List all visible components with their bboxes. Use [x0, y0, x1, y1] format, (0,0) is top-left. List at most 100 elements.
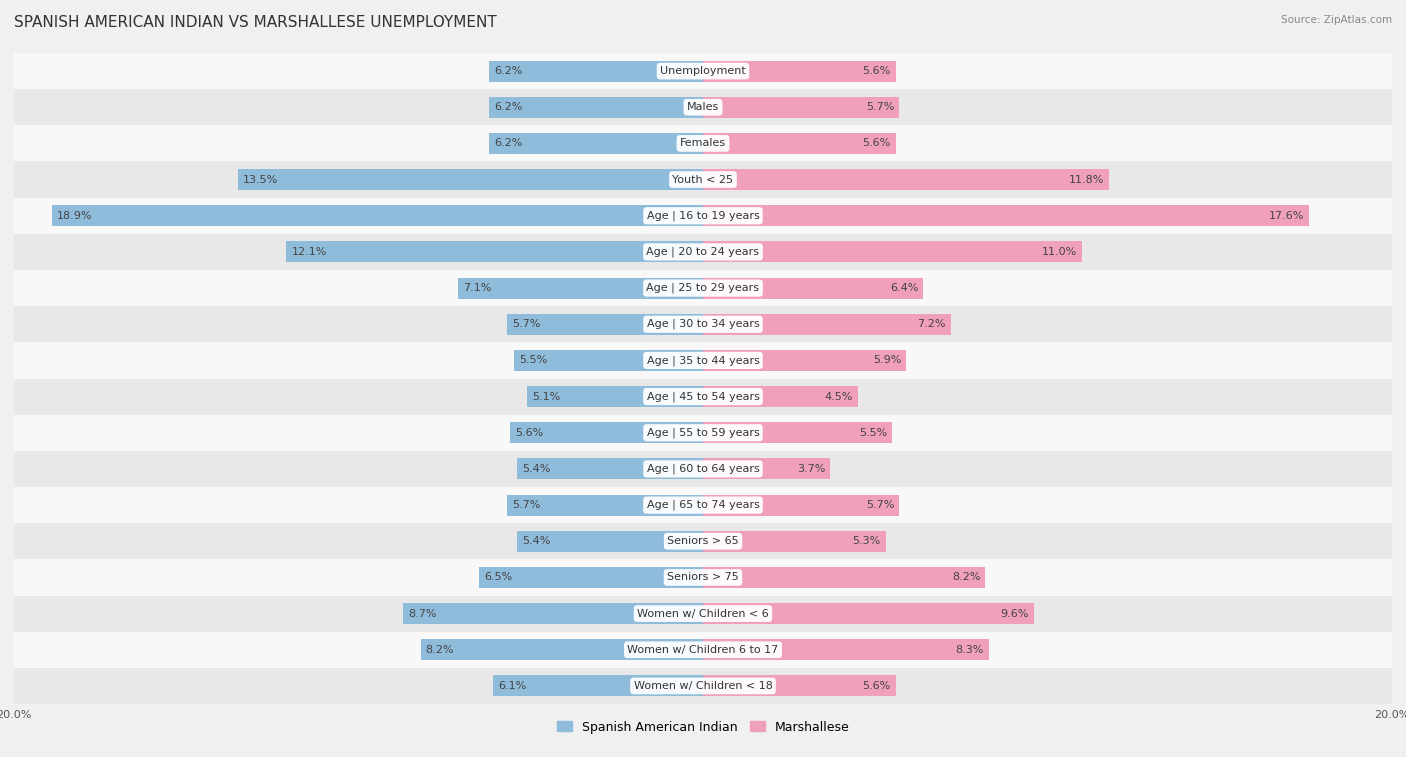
Text: Seniors > 75: Seniors > 75 [666, 572, 740, 582]
Bar [703, 278, 924, 298]
Text: Age | 25 to 29 years: Age | 25 to 29 years [647, 283, 759, 293]
Bar [703, 603, 1033, 624]
Bar [506, 494, 703, 516]
Bar [527, 386, 703, 407]
Bar [517, 531, 703, 552]
Text: Source: ZipAtlas.com: Source: ZipAtlas.com [1281, 15, 1392, 25]
Bar [517, 459, 703, 479]
Text: 8.7%: 8.7% [409, 609, 437, 618]
Text: 9.6%: 9.6% [1000, 609, 1029, 618]
Bar [458, 278, 703, 298]
Text: 5.4%: 5.4% [522, 536, 551, 547]
Text: 6.4%: 6.4% [890, 283, 918, 293]
Bar [404, 603, 703, 624]
Bar [14, 198, 1392, 234]
Text: 4.5%: 4.5% [824, 391, 853, 401]
Bar [506, 313, 703, 335]
Bar [703, 494, 900, 516]
Bar [703, 61, 896, 82]
Text: Age | 55 to 59 years: Age | 55 to 59 years [647, 428, 759, 438]
Text: Age | 20 to 24 years: Age | 20 to 24 years [647, 247, 759, 257]
Bar [14, 270, 1392, 306]
Text: 5.6%: 5.6% [862, 139, 891, 148]
Bar [703, 639, 988, 660]
Bar [14, 487, 1392, 523]
Text: Women w/ Children < 18: Women w/ Children < 18 [634, 681, 772, 691]
Text: 5.7%: 5.7% [866, 500, 894, 510]
Text: Males: Males [688, 102, 718, 112]
Text: 5.7%: 5.7% [512, 500, 540, 510]
Bar [703, 675, 896, 696]
Bar [703, 241, 1083, 263]
Text: 8.2%: 8.2% [952, 572, 980, 582]
Bar [703, 133, 896, 154]
Bar [703, 97, 900, 118]
Bar [479, 567, 703, 588]
Text: 13.5%: 13.5% [243, 175, 278, 185]
Text: Females: Females [681, 139, 725, 148]
Text: 5.5%: 5.5% [519, 356, 547, 366]
Text: Age | 30 to 34 years: Age | 30 to 34 years [647, 319, 759, 329]
Bar [14, 306, 1392, 342]
Text: 5.6%: 5.6% [515, 428, 544, 438]
Bar [14, 451, 1392, 487]
Bar [14, 126, 1392, 161]
Bar [14, 668, 1392, 704]
Text: 3.7%: 3.7% [797, 464, 825, 474]
Text: 5.4%: 5.4% [522, 464, 551, 474]
Text: 5.7%: 5.7% [512, 319, 540, 329]
Text: Age | 65 to 74 years: Age | 65 to 74 years [647, 500, 759, 510]
Text: 12.1%: 12.1% [291, 247, 326, 257]
Bar [14, 53, 1392, 89]
Bar [14, 161, 1392, 198]
Bar [14, 89, 1392, 126]
Bar [703, 531, 886, 552]
Text: Age | 60 to 64 years: Age | 60 to 64 years [647, 464, 759, 474]
Text: 8.2%: 8.2% [426, 645, 454, 655]
Bar [703, 205, 1309, 226]
Text: 5.9%: 5.9% [873, 356, 901, 366]
Text: 6.2%: 6.2% [495, 102, 523, 112]
Bar [14, 596, 1392, 631]
Legend: Spanish American Indian, Marshallese: Spanish American Indian, Marshallese [557, 721, 849, 734]
Text: SPANISH AMERICAN INDIAN VS MARSHALLESE UNEMPLOYMENT: SPANISH AMERICAN INDIAN VS MARSHALLESE U… [14, 15, 496, 30]
Text: 6.2%: 6.2% [495, 139, 523, 148]
Text: 8.3%: 8.3% [955, 645, 984, 655]
Bar [52, 205, 703, 226]
Text: 17.6%: 17.6% [1268, 210, 1305, 221]
Bar [489, 97, 703, 118]
Text: 7.2%: 7.2% [917, 319, 946, 329]
Text: 5.5%: 5.5% [859, 428, 887, 438]
Text: 18.9%: 18.9% [58, 210, 93, 221]
Text: Age | 35 to 44 years: Age | 35 to 44 years [647, 355, 759, 366]
Bar [494, 675, 703, 696]
Text: Youth < 25: Youth < 25 [672, 175, 734, 185]
Text: 6.2%: 6.2% [495, 66, 523, 76]
Bar [14, 415, 1392, 451]
Text: 6.5%: 6.5% [484, 572, 513, 582]
Bar [14, 631, 1392, 668]
Bar [703, 169, 1109, 190]
Bar [14, 342, 1392, 378]
Bar [14, 378, 1392, 415]
Text: 5.6%: 5.6% [862, 66, 891, 76]
Text: Age | 16 to 19 years: Age | 16 to 19 years [647, 210, 759, 221]
Bar [703, 313, 950, 335]
Text: Age | 45 to 54 years: Age | 45 to 54 years [647, 391, 759, 402]
Text: Women w/ Children 6 to 17: Women w/ Children 6 to 17 [627, 645, 779, 655]
Bar [489, 61, 703, 82]
Bar [703, 567, 986, 588]
Text: 7.1%: 7.1% [464, 283, 492, 293]
Text: Women w/ Children < 6: Women w/ Children < 6 [637, 609, 769, 618]
Text: 5.6%: 5.6% [862, 681, 891, 691]
Text: 5.7%: 5.7% [866, 102, 894, 112]
Bar [510, 422, 703, 444]
Text: Unemployment: Unemployment [661, 66, 745, 76]
Text: 5.1%: 5.1% [533, 391, 561, 401]
Text: 11.0%: 11.0% [1042, 247, 1077, 257]
Bar [513, 350, 703, 371]
Bar [14, 559, 1392, 596]
Text: 11.8%: 11.8% [1069, 175, 1104, 185]
Bar [703, 422, 893, 444]
Text: 6.1%: 6.1% [498, 681, 526, 691]
